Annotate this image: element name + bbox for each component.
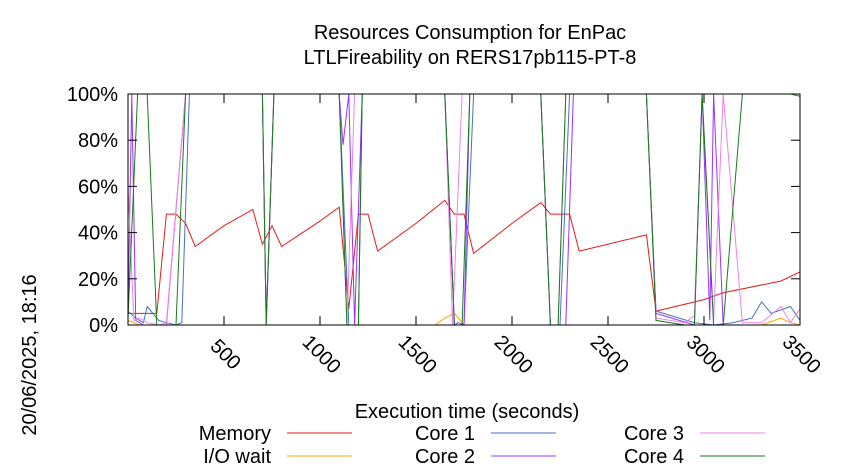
x-tick-label: 2000	[490, 331, 537, 378]
x-tick-label: 3500	[778, 331, 825, 378]
plot-frame	[127, 93, 801, 326]
legend-label: Core 2	[415, 446, 475, 468]
legend-label: I/O wait	[203, 446, 271, 468]
x-axis-label: Execution time (seconds)	[355, 401, 580, 423]
y-tick-label: 20%	[78, 269, 118, 291]
timestamp-label: 20/06/2025, 18:16	[19, 274, 41, 435]
series-line-core-4	[128, 93, 800, 326]
x-tick-label: 3000	[682, 331, 729, 378]
series-line-core-1	[128, 93, 800, 326]
legend-label: Memory	[199, 423, 271, 445]
y-tick-label: 100%	[67, 84, 118, 106]
y-tick-label: 40%	[78, 223, 118, 245]
legend-label: Core 1	[415, 423, 475, 445]
series-layer	[128, 93, 800, 326]
y-tick-label: 60%	[78, 176, 118, 198]
chart-subtitle: LTLFireability on RERS17pb115-PT-8	[304, 47, 637, 69]
chart-title: Resources Consumption for EnPac	[314, 22, 626, 44]
x-tick-label: 1000	[298, 331, 345, 378]
series-line-memory	[128, 199, 800, 314]
x-tick-label: 1500	[394, 331, 441, 378]
series-line-core-3	[128, 93, 800, 326]
x-tick-label: 2500	[586, 331, 633, 378]
y-tick-label: 80%	[78, 130, 118, 152]
legend-label: Core 3	[624, 423, 684, 445]
legend-label: Core 4	[624, 446, 684, 468]
y-tick-label: 0%	[89, 315, 118, 337]
x-tick-label: 500	[206, 335, 245, 374]
series-line-core-2	[128, 93, 800, 326]
